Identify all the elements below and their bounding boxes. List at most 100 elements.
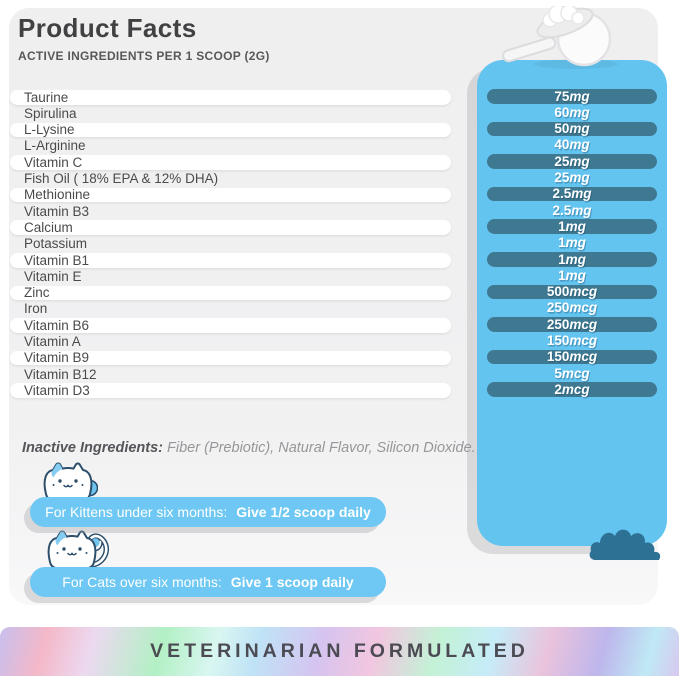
amount-unit: mcg — [569, 316, 598, 332]
ingredient-name: Taurine — [24, 89, 69, 105]
footer-banner-text: VETERINARIAN FORMULATED — [150, 640, 529, 662]
ingredient-name: Potassium — [24, 236, 88, 252]
inactive-label: Inactive Ingredients: — [22, 440, 164, 456]
ingredient-row: Spirulina — [10, 106, 451, 121]
ingredient-name: Vitamin B6 — [24, 317, 90, 333]
amount-row: 40 mg — [487, 138, 657, 153]
ingredient-row: Vitamin E — [10, 269, 451, 284]
amount-value: 5 — [554, 365, 562, 381]
ingredient-name: Vitamin B3 — [24, 203, 90, 219]
amount-unit: mg — [569, 137, 590, 153]
amount-row: 1 mg — [487, 268, 657, 283]
amount-row: 250 mcg — [487, 301, 657, 316]
ingredient-row: Taurine — [10, 90, 451, 105]
amount-row: 60 mg — [487, 105, 657, 120]
ingredient-name: Vitamin A — [24, 334, 81, 349]
ingredient-name: Vitamin E — [24, 268, 82, 284]
cat-icon — [47, 530, 109, 570]
amount-value: 250 — [546, 300, 570, 316]
amount-value: 500 — [546, 284, 570, 300]
ingredient-name: L-Lysine — [24, 122, 75, 138]
amount-row: 75 mg — [487, 89, 657, 104]
amount-value: 1 — [558, 235, 566, 251]
amount-unit: mg — [565, 267, 586, 283]
amount-value: 25 — [554, 170, 570, 185]
amount-row: 25 mg — [487, 171, 657, 186]
ingredient-row: Vitamin B9 — [10, 350, 451, 366]
amount-row: 150 mcg — [487, 334, 657, 349]
amount-unit: mg — [569, 104, 590, 120]
amount-value: 50 — [554, 121, 570, 137]
amount-row: 50 mg — [487, 121, 657, 137]
dosage-amount: Give 1 scoop daily — [230, 574, 354, 590]
ingredient-name: Zinc — [24, 285, 50, 301]
ingredient-row: Vitamin B12 — [10, 367, 451, 382]
ingredient-row: Vitamin C — [10, 155, 451, 170]
amount-unit: mcg — [569, 284, 598, 300]
amount-value: 2 — [554, 381, 562, 397]
ingredient-row: Iron — [10, 302, 451, 317]
amount-row: 1 mg — [487, 252, 657, 267]
dosage-banner-cats: For Cats over six months: Give 1 scoop d… — [30, 567, 386, 597]
amount-value: 1 — [558, 267, 566, 283]
ingredient-name: Vitamin B1 — [24, 252, 90, 268]
amount-unit: mg — [565, 251, 586, 267]
amount-value: 75 — [554, 88, 570, 104]
amount-unit: mg — [565, 218, 586, 234]
dosage-prefix: For Kittens under six months: — [45, 504, 228, 520]
amount-row: 2 mcg — [487, 382, 657, 397]
amount-unit: mg — [569, 88, 590, 104]
amount-unit: mg — [569, 170, 590, 185]
inactive-text: Fiber (Prebiotic), Natural Flavor, Silic… — [163, 440, 476, 456]
ingredient-row: Vitamin B3 — [10, 204, 451, 219]
amount-row: 2.5 mg — [487, 203, 657, 218]
amount-value: 60 — [554, 104, 570, 120]
amount-unit: mg — [569, 153, 590, 169]
amount-value: 2.5 — [552, 186, 572, 202]
amount-value: 2.5 — [552, 202, 572, 218]
amount-value: 1 — [558, 218, 566, 234]
ingredient-name: Vitamin C — [24, 154, 83, 170]
ingredient-name: Vitamin B12 — [24, 366, 97, 382]
amount-unit: mcg — [569, 333, 598, 348]
amount-row: 5 mcg — [487, 366, 657, 381]
amount-row: 150 mcg — [487, 349, 657, 365]
amount-unit: mg — [565, 235, 586, 251]
ingredient-name: Vitamin D3 — [24, 382, 90, 398]
amount-unit: mcg — [569, 349, 598, 365]
amount-unit: mcg — [561, 365, 590, 381]
amount-row: 2.5 mg — [487, 186, 657, 202]
bush-icon — [589, 529, 661, 560]
amount-row: 250 mcg — [487, 317, 657, 332]
cat-icon — [43, 462, 98, 502]
ingredient-row: L-Arginine — [10, 139, 451, 154]
ingredient-name: L-Arginine — [24, 138, 86, 154]
amount-unit: mg — [571, 186, 592, 202]
ingredient-name: Fish Oil ( 18% EPA & 12% DHA) — [24, 171, 219, 186]
amount-value: 250 — [546, 316, 570, 332]
amount-value: 150 — [546, 349, 570, 365]
ingredient-row: Vitamin B6 — [10, 318, 451, 333]
amount-value: 40 — [554, 137, 570, 153]
amount-value: 1 — [558, 251, 566, 267]
scoop-icon — [502, 6, 618, 69]
ingredient-name: Iron — [24, 301, 48, 317]
inactive-ingredients: Inactive Ingredients: Fiber (Prebiotic),… — [22, 440, 476, 456]
dosage-prefix: For Cats over six months: — [62, 574, 222, 590]
ingredient-row: L-Lysine — [10, 122, 451, 138]
ingredient-row: Vitamin B1 — [10, 253, 451, 268]
page-subtitle: ACTIVE INGREDIENTS PER 1 SCOOP (2G) — [18, 49, 270, 63]
amount-row: 1 mg — [487, 236, 657, 251]
amount-unit: mg — [571, 202, 592, 218]
ingredient-row: Methionine — [10, 187, 451, 203]
amount-unit: mg — [569, 121, 590, 137]
ingredient-list: Taurine Spirulina L-Lysine L-Arginine Vitami… — [10, 90, 451, 400]
dosage-amount: Give 1/2 scoop daily — [236, 504, 371, 520]
ingredient-row: Vitamin A — [10, 335, 451, 350]
ingredient-name: Spirulina — [24, 105, 77, 121]
amount-unit: mcg — [561, 381, 590, 397]
ingredient-name: Vitamin B9 — [24, 350, 90, 366]
amount-row: 1 mg — [487, 219, 657, 234]
ingredient-row: Zinc — [10, 285, 451, 301]
